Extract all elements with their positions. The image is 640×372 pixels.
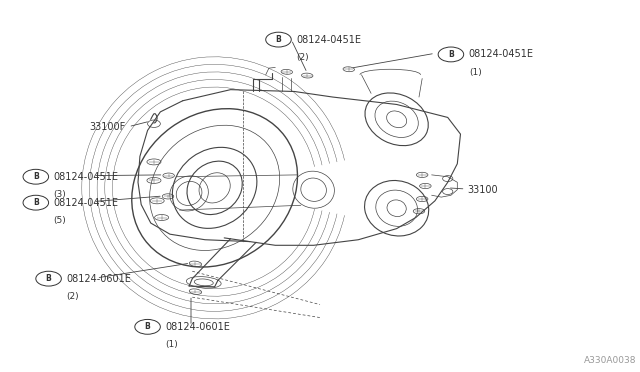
Text: B: B [45,274,51,283]
Text: (5): (5) [54,216,67,225]
Text: 08124-0601E: 08124-0601E [67,274,131,284]
Text: A330A0038: A330A0038 [584,356,636,365]
Text: 33100F: 33100F [89,122,125,132]
Text: 08124-0451E: 08124-0451E [296,35,362,45]
Text: 08124-0451E: 08124-0451E [54,198,118,208]
Text: B: B [448,50,454,59]
Text: 08124-0451E: 08124-0451E [468,49,534,60]
Text: B: B [33,198,38,207]
Text: (2): (2) [67,292,79,301]
Text: B: B [276,35,282,44]
Text: B: B [33,172,38,181]
Text: B: B [145,322,150,331]
Text: (3): (3) [54,190,67,199]
Text: 08124-0451E: 08124-0451E [54,172,118,182]
Text: (2): (2) [296,53,309,62]
Text: 33100: 33100 [467,185,497,195]
Text: (1): (1) [468,68,481,77]
Text: (1): (1) [166,340,178,349]
Text: 08124-0601E: 08124-0601E [166,322,230,332]
